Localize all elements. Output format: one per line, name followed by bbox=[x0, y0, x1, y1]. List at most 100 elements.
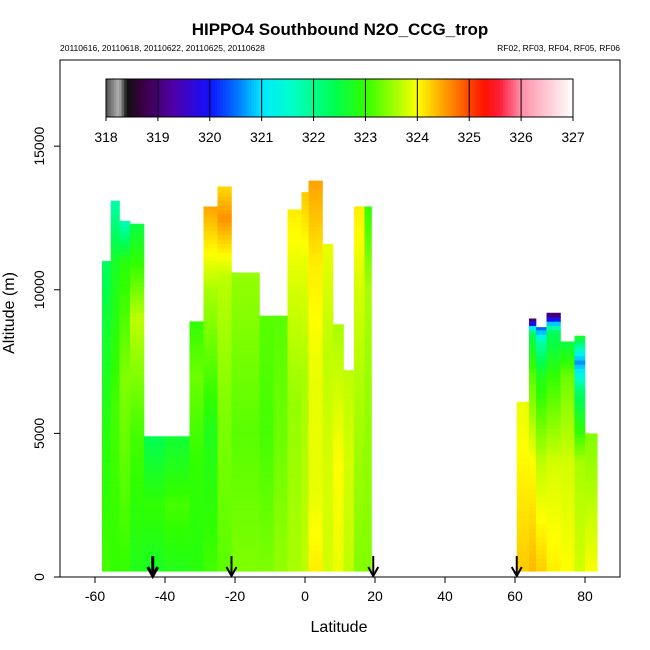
data-cell bbox=[333, 377, 344, 382]
data-cell bbox=[203, 498, 218, 503]
data-cell bbox=[287, 364, 302, 370]
data-cell bbox=[322, 424, 334, 430]
data-cell bbox=[301, 566, 309, 572]
data-cell bbox=[130, 485, 145, 490]
data-cell bbox=[203, 377, 218, 382]
data-cell bbox=[354, 411, 365, 417]
data-cell bbox=[546, 510, 561, 516]
data-cell bbox=[364, 230, 372, 236]
data-cell bbox=[119, 222, 131, 227]
data-cell bbox=[130, 536, 145, 542]
colorbar-swatch bbox=[199, 79, 203, 117]
data-cell bbox=[364, 338, 372, 344]
data-cell bbox=[560, 411, 575, 417]
data-cell bbox=[287, 493, 302, 499]
data-cell bbox=[287, 373, 302, 378]
data-cell bbox=[130, 360, 145, 365]
data-cell bbox=[217, 364, 232, 370]
data-cell bbox=[287, 355, 302, 361]
colorbar-swatch bbox=[531, 79, 535, 117]
data-cell bbox=[516, 532, 530, 538]
data-cell bbox=[308, 351, 323, 357]
data-cell bbox=[333, 325, 344, 331]
data-cell bbox=[560, 450, 575, 456]
colorbar-swatch bbox=[383, 79, 387, 117]
data-cell bbox=[308, 532, 323, 538]
data-cell bbox=[189, 334, 204, 339]
data-cell bbox=[354, 450, 365, 456]
data-cell bbox=[343, 403, 355, 408]
data-cell bbox=[574, 416, 586, 421]
data-cell bbox=[301, 256, 309, 262]
data-cell bbox=[308, 519, 323, 525]
colorbar-swatch bbox=[417, 79, 421, 117]
data-cell bbox=[585, 554, 598, 559]
data-cell bbox=[273, 368, 288, 374]
data-cell bbox=[119, 226, 131, 232]
data-cell bbox=[574, 454, 586, 460]
colorbar-swatch bbox=[422, 79, 426, 117]
data-cell bbox=[144, 450, 166, 456]
data-cell bbox=[102, 485, 112, 490]
data-cell bbox=[144, 502, 166, 507]
data-cell bbox=[574, 493, 586, 499]
data-cell bbox=[287, 554, 302, 559]
data-cell bbox=[110, 321, 120, 326]
data-cell bbox=[546, 321, 561, 326]
data-cell bbox=[322, 506, 334, 512]
data-cell bbox=[287, 342, 302, 348]
data-cell bbox=[546, 325, 561, 331]
data-cell bbox=[287, 286, 302, 292]
data-cell bbox=[343, 476, 355, 482]
data-cell bbox=[585, 519, 598, 525]
data-cell bbox=[529, 528, 537, 533]
data-cell bbox=[273, 416, 288, 421]
data-cell bbox=[301, 342, 309, 348]
data-cell bbox=[189, 386, 204, 391]
data-cell bbox=[364, 317, 372, 322]
data-cell bbox=[102, 480, 112, 486]
data-cell bbox=[322, 558, 334, 563]
data-cell bbox=[119, 485, 131, 490]
data-cell bbox=[364, 325, 372, 331]
data-cell bbox=[130, 394, 145, 400]
data-cell bbox=[259, 325, 274, 331]
data-cell bbox=[529, 334, 537, 339]
data-cell bbox=[110, 467, 120, 473]
data-cell bbox=[110, 364, 120, 370]
data-cell bbox=[308, 403, 323, 408]
data-cell bbox=[119, 351, 131, 357]
data-cell bbox=[231, 273, 260, 279]
data-cell bbox=[301, 394, 309, 400]
data-cell bbox=[364, 321, 372, 326]
data-cell bbox=[343, 450, 355, 456]
data-cell bbox=[231, 317, 260, 322]
data-cell bbox=[119, 334, 131, 339]
colorbar-swatch bbox=[116, 79, 120, 117]
data-cell bbox=[574, 523, 586, 529]
data-cell bbox=[301, 368, 309, 374]
data-cell bbox=[144, 541, 166, 546]
data-cell bbox=[536, 480, 547, 486]
data-cell bbox=[110, 506, 120, 512]
data-cell bbox=[333, 338, 344, 344]
x-tick-label: 20 bbox=[367, 588, 383, 604]
data-cell bbox=[259, 566, 274, 572]
data-cell bbox=[574, 506, 586, 512]
data-cell bbox=[343, 459, 355, 464]
data-cell bbox=[333, 442, 344, 447]
data-cell bbox=[189, 355, 204, 361]
data-cell bbox=[231, 342, 260, 348]
data-cell bbox=[130, 239, 145, 245]
data-cell bbox=[231, 476, 260, 482]
colorbar-swatch bbox=[487, 79, 491, 117]
data-cell bbox=[203, 230, 218, 236]
data-cell bbox=[110, 407, 120, 413]
y-axis-label: Altitude (m) bbox=[1, 272, 18, 354]
data-cell bbox=[560, 485, 575, 490]
data-cell bbox=[259, 467, 274, 473]
data-cell bbox=[308, 394, 323, 400]
data-cell bbox=[574, 519, 586, 525]
data-cell bbox=[189, 545, 204, 551]
data-cell bbox=[217, 467, 232, 473]
